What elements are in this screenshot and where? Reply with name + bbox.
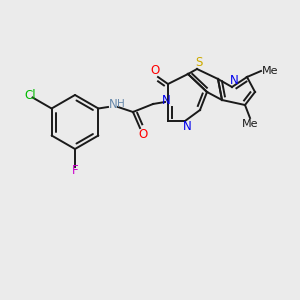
Text: N: N [230,74,238,88]
Text: H: H [117,99,125,109]
Text: O: O [138,128,148,140]
Text: N: N [183,119,191,133]
Text: F: F [72,164,78,176]
Text: Me: Me [242,119,258,129]
Text: Cl: Cl [25,89,36,102]
Text: N: N [162,94,170,106]
Text: O: O [150,64,160,77]
Text: Me: Me [262,66,278,76]
Text: S: S [195,56,203,68]
Text: N: N [109,98,117,110]
